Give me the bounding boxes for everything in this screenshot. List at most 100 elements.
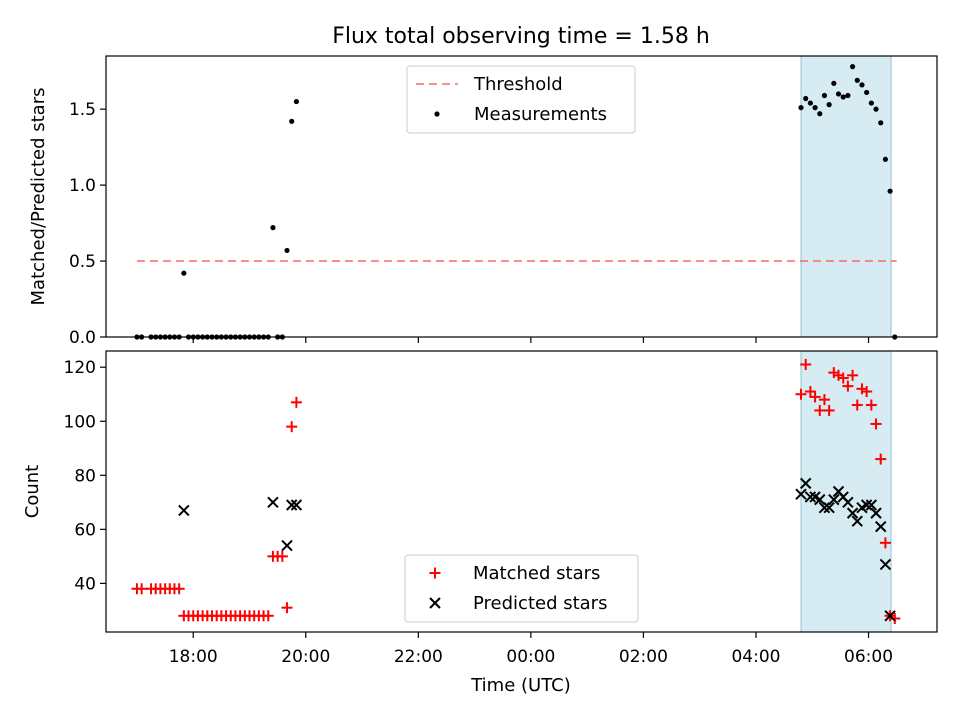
bottom-x-ticks: 18:00 20:00 22:00 00:00 02:00 04:00 06:00	[169, 632, 893, 667]
predicted-star-point	[828, 493, 840, 506]
top-panel: 0.0 0.5 1.0 1.5 Matched/Predicted stars Thr…	[28, 55, 938, 348]
predicted-star-point	[865, 499, 878, 511]
predicted-star-point	[846, 507, 859, 519]
x-tick-label: 06:00	[844, 647, 893, 667]
x-tick-label: 20:00	[281, 647, 330, 667]
measurement-point	[284, 247, 290, 254]
predicted-star-point	[860, 499, 873, 511]
predicted-star-point	[267, 496, 279, 509]
matched-star-point	[800, 359, 812, 371]
x-tick-label: 02:00	[619, 647, 668, 667]
matched-star-point	[879, 537, 891, 549]
measurement-point	[798, 105, 804, 111]
matched-star-point	[875, 453, 887, 465]
bottom-y-ticks: 40 60 80 100 120	[64, 358, 106, 594]
matched-star-point	[281, 602, 293, 614]
top-legend-box	[406, 65, 636, 134]
matched-star-point	[837, 372, 849, 384]
matched-star-point	[889, 612, 901, 624]
measurement-point	[821, 92, 828, 99]
bottom-y-tick-label: 100	[64, 412, 96, 432]
measurement-point	[868, 100, 874, 106]
count-points	[131, 359, 901, 624]
measurement-point	[270, 225, 276, 231]
predicted-star-point	[884, 610, 896, 622]
matched-star-point	[870, 418, 882, 430]
matched-star-point	[818, 394, 830, 406]
predicted-star-point	[286, 499, 298, 511]
measurement-point	[887, 188, 893, 194]
top-axes-frame	[105, 55, 938, 338]
x-tick-label: 04:00	[731, 647, 780, 667]
bottom-y-tick-label: 40	[74, 574, 96, 594]
measurement-point	[859, 82, 865, 88]
chart-title: Flux total observing time = 1.58 h	[332, 24, 710, 49]
x-tick-label: 22:00	[394, 647, 443, 667]
matched-star-point	[842, 380, 854, 392]
measurement-point	[835, 91, 842, 97]
legend-matched-marker	[429, 567, 441, 579]
bottom-y-tick-label: 120	[64, 358, 96, 378]
predicted-star-point	[870, 507, 882, 519]
measurement-point	[864, 89, 870, 96]
predicted-star-point	[290, 499, 303, 511]
x-tick-label: 00:00	[506, 647, 555, 667]
bottom-y-tick-label: 60	[74, 520, 96, 540]
legend-predicted-label: Predicted stars	[473, 593, 607, 614]
bottom-y-tick-label: 80	[74, 466, 96, 486]
predicted-star-point	[795, 488, 807, 500]
measurement-point	[812, 105, 818, 111]
top-y-tick-label: 0.5	[69, 252, 96, 272]
x-tick-label: 18:00	[169, 647, 218, 667]
measurement-point	[840, 94, 846, 100]
matched-star-point	[865, 399, 877, 411]
matched-star-point	[795, 388, 807, 400]
measurement-point	[803, 95, 809, 102]
measurement-point	[854, 77, 860, 83]
top-y-tick-label: 1.0	[69, 176, 96, 196]
matched-star-point	[814, 404, 826, 416]
top-y-tick-label: 1.5	[69, 100, 96, 120]
matched-star-point	[136, 583, 148, 595]
legend-threshold-label: Threshold	[473, 74, 563, 95]
predicted-star-point	[818, 502, 831, 514]
legend-matched-swatch	[429, 567, 441, 579]
measurement-point	[807, 100, 813, 106]
top-x-ticks	[192, 337, 870, 343]
matched-star-point	[809, 391, 821, 403]
measurement-point	[882, 156, 889, 162]
x-axis-label: Time (UTC)	[470, 675, 571, 696]
measurement-point	[181, 270, 187, 276]
measurement-point	[873, 106, 879, 112]
measurement-point	[878, 120, 884, 126]
matched-star-point	[804, 386, 816, 398]
measurement-point	[826, 102, 832, 108]
predicted-star-point	[875, 520, 887, 533]
predicted-star-point	[851, 515, 863, 527]
top-legend: Threshold Measurements	[406, 65, 636, 134]
bottom-legend: Matched stars Predicted stars	[404, 554, 639, 623]
measurement-point	[817, 111, 823, 117]
legend-measurements-label: Measurements	[474, 104, 607, 125]
top-y-ticks: 0.0 0.5 1.0 1.5	[69, 100, 106, 348]
predicted-star-point	[281, 539, 293, 552]
bottom-y-axis-label: Count	[22, 465, 43, 518]
measurement-point	[293, 98, 299, 105]
matched-star-point	[861, 386, 873, 398]
measurement-point	[849, 64, 856, 70]
matched-star-point	[286, 421, 298, 433]
top-y-tick-label: 0.0	[69, 328, 96, 348]
predicted-star-point	[879, 558, 892, 571]
predicted-star-point	[804, 491, 817, 503]
matched-star-point	[173, 583, 185, 595]
legend-predicted-marker	[429, 597, 441, 609]
matched-star-point	[276, 550, 288, 562]
bottom-legend-box	[404, 554, 639, 623]
legend-predicted-swatch	[429, 597, 441, 609]
predicted-star-point	[814, 493, 826, 506]
legend-measurements-swatch	[434, 111, 440, 117]
measurement-point	[831, 80, 837, 86]
predicted-star-point	[799, 477, 812, 490]
matched-star-point	[851, 399, 863, 411]
